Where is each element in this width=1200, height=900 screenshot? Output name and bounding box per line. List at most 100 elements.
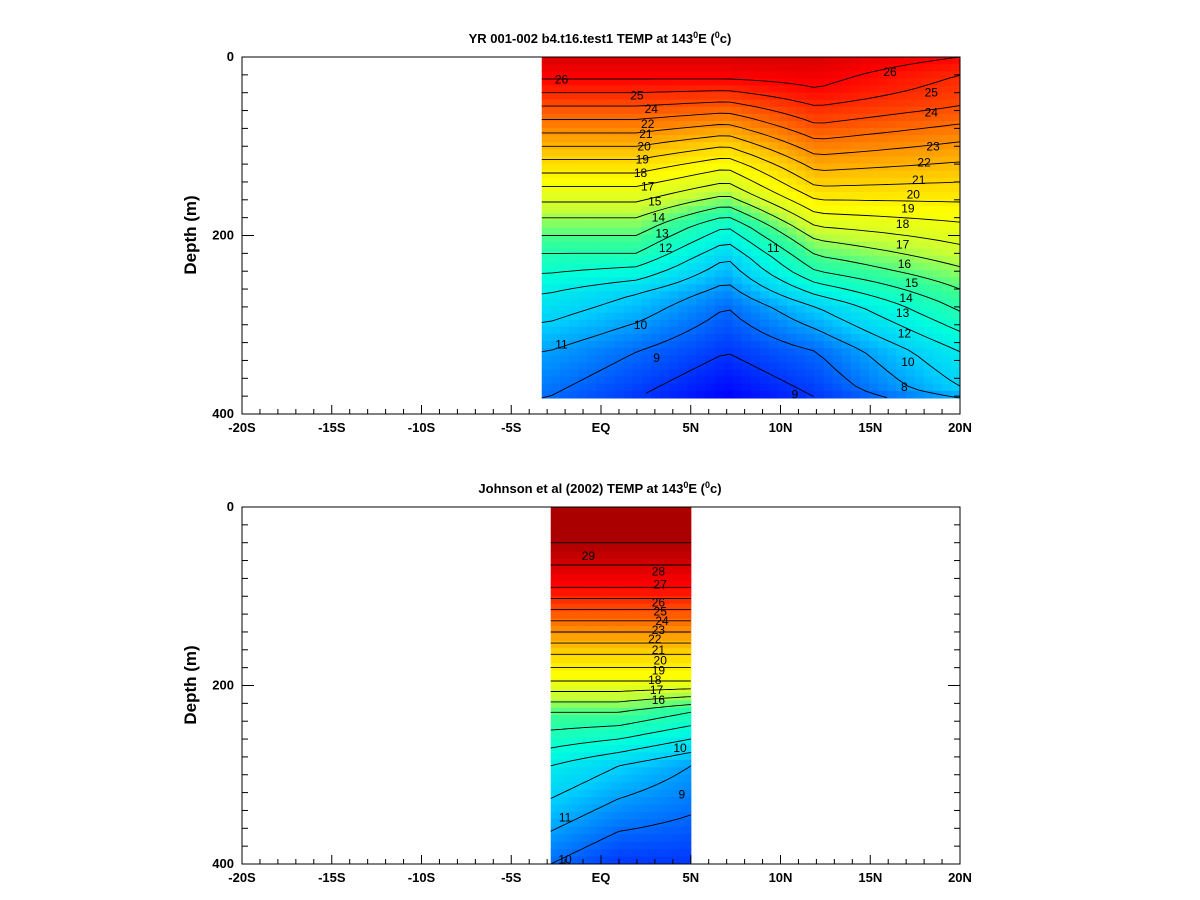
heatmap-cell xyxy=(657,678,661,687)
heatmap-cell xyxy=(805,255,816,264)
heatmap-cell xyxy=(672,722,677,731)
heatmap-cell xyxy=(559,149,570,158)
heatmap-cell xyxy=(550,85,561,94)
heatmap-cell xyxy=(687,92,697,101)
heatmap-cell xyxy=(599,819,604,828)
heatmap-cell xyxy=(705,383,716,392)
contour-label: 25 xyxy=(925,86,939,100)
heatmap-cell xyxy=(572,648,576,657)
heatmap-cell xyxy=(596,248,607,257)
heatmap-cell xyxy=(626,640,631,649)
heatmap-cell xyxy=(675,834,680,843)
heatmap-cell xyxy=(859,255,870,264)
heatmap-cell xyxy=(663,507,667,516)
heatmap-cell xyxy=(629,752,634,761)
heatmap-cell xyxy=(732,92,743,101)
heatmap-cell xyxy=(832,341,843,349)
heatmap-cell xyxy=(569,291,579,300)
heatmap-cell xyxy=(878,170,888,179)
heatmap-cell xyxy=(642,640,646,649)
heatmap-cell xyxy=(896,170,907,179)
heatmap-cell xyxy=(596,277,607,285)
heatmap-cell xyxy=(626,782,631,791)
heatmap-cell xyxy=(617,603,622,612)
heatmap-cell xyxy=(581,581,585,590)
heatmap-cell xyxy=(878,213,888,221)
heatmap-cell xyxy=(805,170,816,179)
heatmap-cell xyxy=(914,213,925,221)
heatmap-cell xyxy=(687,596,692,605)
heatmap-cell xyxy=(617,573,622,582)
heatmap-cell xyxy=(932,369,943,378)
heatmap-cell xyxy=(832,57,843,65)
heatmap-cell xyxy=(587,678,591,687)
heatmap-cell xyxy=(578,106,588,115)
heatmap-cell xyxy=(550,715,555,724)
heatmap-cell xyxy=(611,670,616,679)
heatmap-cell xyxy=(684,618,689,627)
contour-line xyxy=(541,260,960,387)
heatmap-cell xyxy=(599,811,604,820)
heatmap-cell xyxy=(905,341,916,349)
heatmap-cell xyxy=(642,670,646,679)
heatmap-cell xyxy=(684,521,689,530)
heatmap-cell xyxy=(759,234,770,243)
heatmap-cell xyxy=(669,191,679,200)
heatmap-cell xyxy=(623,270,634,278)
heatmap-cell xyxy=(559,213,570,221)
heatmap-cell xyxy=(602,841,607,850)
heatmap-cell xyxy=(635,685,640,694)
heatmap-cell xyxy=(541,305,552,314)
heatmap-cell xyxy=(684,759,689,768)
heatmap-cell xyxy=(559,596,564,605)
heatmap-cell xyxy=(705,191,716,200)
heatmap-cell xyxy=(645,596,649,605)
heatmap-cell xyxy=(596,206,607,214)
contour-line xyxy=(550,738,691,767)
heatmap-cell xyxy=(641,220,652,229)
heatmap-cell xyxy=(541,326,552,335)
heatmap-cell xyxy=(550,71,561,79)
heatmap-cell xyxy=(950,319,960,328)
heatmap-cell xyxy=(620,834,625,843)
contour-label: 17 xyxy=(896,237,910,251)
heatmap-cell xyxy=(605,834,610,843)
heatmap-cell xyxy=(769,142,779,150)
heatmap-cell xyxy=(590,611,594,620)
heatmap-cell xyxy=(614,284,625,292)
heatmap-cell xyxy=(639,730,643,739)
heatmap-cell xyxy=(620,551,625,560)
heatmap-cell xyxy=(657,521,661,530)
heatmap-cell xyxy=(651,618,655,627)
heatmap-cell xyxy=(659,213,670,221)
heatmap-cell xyxy=(850,71,861,79)
heatmap-cell xyxy=(923,191,934,200)
heatmap-cell xyxy=(787,298,797,307)
contour-label: 15 xyxy=(648,195,662,209)
heatmap-cell xyxy=(869,78,879,87)
heatmap-cell xyxy=(617,685,622,694)
heatmap-cell xyxy=(675,692,680,701)
heatmap-cell xyxy=(559,544,564,553)
heatmap-cell xyxy=(550,678,555,687)
heatmap-cell xyxy=(556,640,561,649)
heatmap-cell xyxy=(651,633,655,642)
heatmap-cell xyxy=(759,376,770,385)
heatmap-cell xyxy=(569,573,573,582)
heatmap-cell xyxy=(629,759,634,768)
heatmap-cell xyxy=(769,355,779,364)
heatmap-cell xyxy=(578,255,588,264)
heatmap-cell xyxy=(741,128,752,136)
heatmap-cell xyxy=(787,170,797,179)
heatmap-cell xyxy=(608,521,613,530)
heatmap-cell xyxy=(645,633,649,642)
heatmap-cell xyxy=(787,92,797,101)
heatmap-cell xyxy=(657,581,661,590)
heatmap-cell xyxy=(850,113,861,122)
heatmap-cell xyxy=(896,57,907,65)
heatmap-cell xyxy=(575,759,579,768)
heatmap-cell xyxy=(714,234,725,243)
heatmap-cell xyxy=(723,57,734,65)
heatmap-cell xyxy=(641,270,652,278)
heatmap-cell xyxy=(599,603,604,612)
